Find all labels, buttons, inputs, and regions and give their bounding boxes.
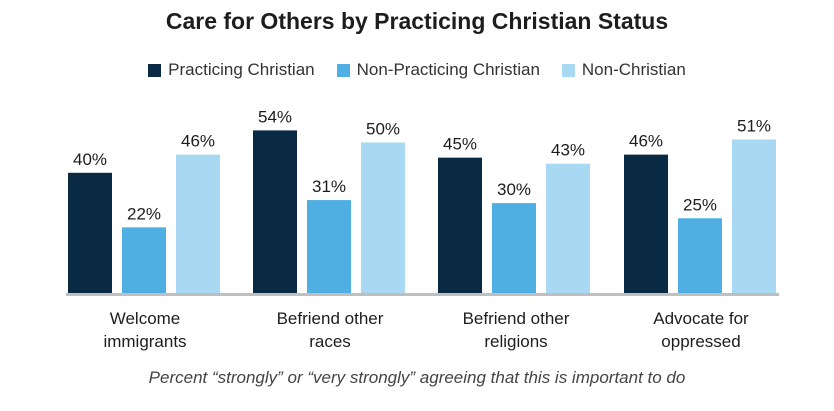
data-label-series0-cat0: 40% bbox=[73, 150, 107, 169]
category-label-line: Welcome bbox=[109, 309, 181, 328]
chart-title: Care for Others by Practicing Christian … bbox=[165, 8, 669, 34]
bar-series1-cat3 bbox=[678, 218, 722, 294]
bar-series1-cat2 bbox=[492, 203, 536, 294]
data-label-series0-cat3: 46% bbox=[629, 132, 663, 151]
bar-series1-cat0 bbox=[122, 227, 166, 294]
legend-swatch-non-christian bbox=[561, 63, 575, 77]
data-label-series1-cat1: 31% bbox=[312, 177, 346, 196]
category-label-welcome-immigrants: Welcome immigrants bbox=[65, 307, 225, 353]
category-label-befriend-races: Befriend other races bbox=[250, 307, 410, 353]
data-label-series2-cat1: 50% bbox=[366, 120, 400, 139]
bar-series0-cat2 bbox=[438, 157, 482, 294]
bar-series2-cat3 bbox=[732, 139, 776, 294]
legend-item-non-practicing: Non-Practicing Christian bbox=[336, 60, 540, 80]
data-label-series0-cat2: 45% bbox=[443, 135, 477, 154]
legend-item-practicing: Practicing Christian bbox=[148, 60, 315, 80]
bar-series2-cat1 bbox=[361, 142, 405, 294]
bar-chart: 40% 54% 45% 46% 22% 31% 30% 25% 46% 50% 43% 51% bbox=[66, 107, 779, 296]
data-label-series2-cat0: 46% bbox=[181, 132, 215, 151]
category-label-befriend-religions: Befriend other religions bbox=[436, 307, 596, 353]
legend-label-practicing: Practicing Christian bbox=[168, 60, 315, 79]
data-label-series1-cat3: 25% bbox=[683, 195, 717, 214]
data-label-series2-cat2: 43% bbox=[551, 141, 585, 160]
bar-series0-cat3 bbox=[624, 154, 668, 294]
category-label-line: Befriend other bbox=[462, 309, 570, 328]
legend-label-non-christian: Non-Christian bbox=[581, 60, 686, 79]
category-label-line: Befriend other bbox=[276, 309, 384, 328]
category-label-advocate-oppressed: Advocate for oppressed bbox=[621, 307, 781, 353]
category-label-line: oppressed bbox=[661, 332, 741, 351]
footnote: Percent “strongly” or “very strongly” ag… bbox=[148, 368, 686, 387]
legend-swatch-practicing bbox=[148, 63, 162, 77]
category-label-line: immigrants bbox=[103, 332, 187, 351]
data-label-series1-cat0: 22% bbox=[127, 204, 161, 223]
data-label-series0-cat1: 54% bbox=[258, 107, 292, 126]
bar-series1-cat1 bbox=[307, 200, 351, 294]
data-label-series1-cat2: 30% bbox=[497, 180, 531, 199]
legend-item-non-christian: Non-Christian bbox=[561, 60, 686, 80]
bar-series0-cat1 bbox=[253, 130, 297, 294]
data-label-series2-cat3: 51% bbox=[737, 116, 771, 135]
legend-label-non-practicing: Non-Practicing Christian bbox=[356, 60, 540, 79]
category-label-line: religions bbox=[484, 332, 548, 351]
category-label-line: races bbox=[309, 332, 351, 351]
legend-swatch-non-practicing bbox=[336, 63, 350, 77]
category-label-line: Advocate for bbox=[653, 309, 749, 328]
legend: Practicing Christian Non-Practicing Chri… bbox=[0, 60, 834, 80]
bar-series2-cat0 bbox=[176, 154, 220, 294]
bar-series2-cat2 bbox=[546, 163, 590, 294]
bar-series0-cat0 bbox=[68, 172, 112, 294]
